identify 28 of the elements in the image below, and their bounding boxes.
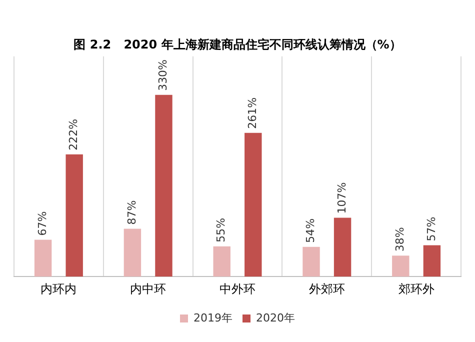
x-tick-label: 外郊环 — [308, 282, 345, 296]
bar — [392, 256, 410, 277]
bar — [423, 245, 441, 277]
legend-label: 2019年 — [194, 311, 233, 324]
data-label: 67% — [36, 211, 49, 236]
data-label: 261% — [246, 97, 260, 129]
x-tick-label: 中外环 — [220, 282, 256, 296]
bar — [124, 228, 142, 277]
bar — [34, 240, 52, 277]
legend-label: 2020年 — [256, 311, 295, 324]
bar — [244, 132, 262, 277]
x-tick-label: 郊环外 — [398, 282, 434, 296]
bar — [302, 246, 320, 277]
bar — [334, 218, 352, 277]
bar — [66, 154, 83, 277]
x-tick-label: 内环内 — [40, 282, 77, 296]
data-label: 55% — [214, 218, 228, 242]
chart-title: 图 2.2 2020 年上海新建商品住宅不同环线认筹情况（%） — [74, 37, 402, 52]
data-label: 54% — [304, 218, 318, 243]
x-tick-label: 内中环 — [130, 282, 166, 296]
data-label: 38% — [394, 227, 407, 252]
data-label: 222% — [67, 118, 80, 150]
data-label: 87% — [125, 200, 138, 225]
data-label: 57% — [424, 216, 438, 242]
bar — [155, 94, 172, 277]
data-label: 330% — [156, 59, 170, 91]
data-label: 107% — [335, 182, 348, 214]
bar — [213, 246, 230, 277]
